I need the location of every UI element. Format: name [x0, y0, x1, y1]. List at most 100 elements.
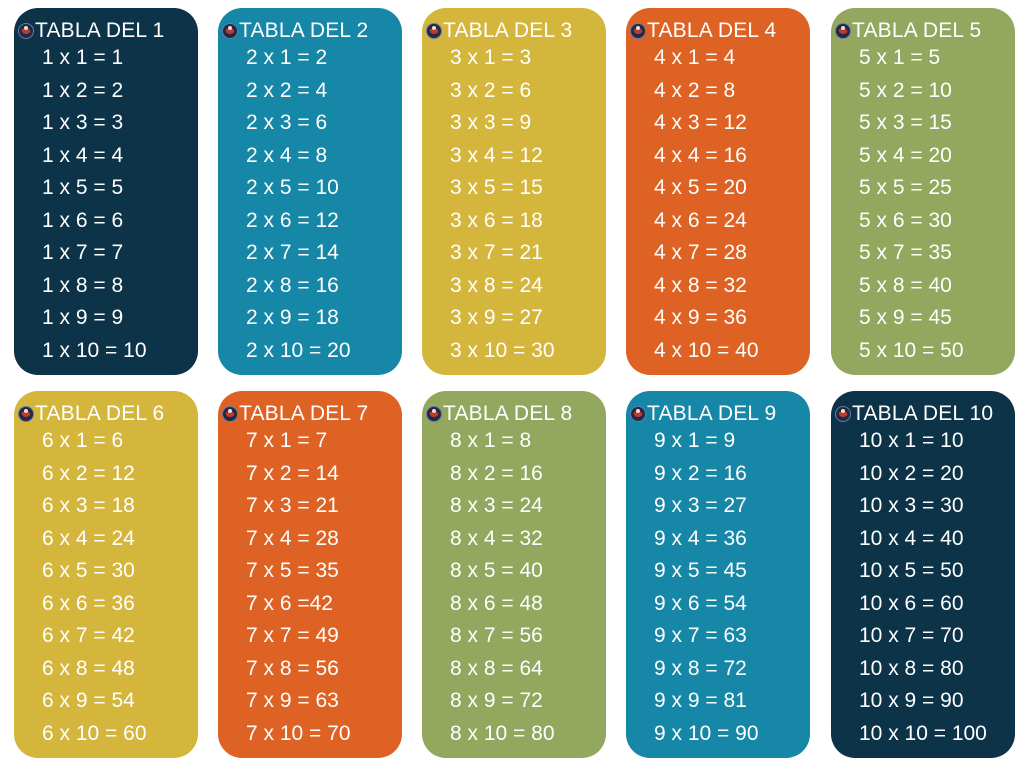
table-row: 3 x 2 = 6: [450, 78, 532, 102]
table-row: 9 x 6 = 54: [654, 591, 747, 615]
table-row: 10 x 4 = 40: [859, 526, 964, 550]
table-row: 6 x 6 = 36: [42, 591, 135, 615]
table-row: 10 x 9 = 90: [859, 689, 964, 712]
logo-badge-icon: [222, 406, 238, 422]
table-row: 6 x 10 = 60: [42, 721, 147, 745]
table-title: TABLA DEL 3: [443, 19, 573, 42]
table-title: TABLA DEL 9: [647, 402, 777, 425]
table-row: 2 x 3 = 6: [246, 111, 328, 134]
table-rows: 3 x 1 = 3 3 x 2 = 6 3 x 3 = 9 3 x 4 = 12 3 x…: [450, 42, 555, 367]
table-row: 7 x 1 = 7: [246, 429, 328, 452]
table-row: 5 x 8 = 40: [859, 273, 952, 297]
table-row: 9 x 8 = 72: [654, 656, 747, 680]
table-row: 4 x 4 = 16: [654, 143, 747, 167]
table-row: 8 x 4 = 32: [450, 526, 543, 550]
table-row: 1 x 10 = 10: [42, 338, 147, 362]
table-row: 2 x 2 = 4: [246, 78, 328, 102]
table-row: 7 x 7 = 49: [246, 624, 339, 647]
card-header: TABLA DEL 9: [630, 399, 776, 429]
table-row: 10 x 1 = 10: [859, 429, 964, 452]
table-row: 9 x 3 = 27: [654, 494, 747, 517]
table-row: 1 x 3 = 3: [42, 111, 124, 134]
card-header: TABLA DEL 6: [18, 399, 164, 429]
table-row: 3 x 8 = 24: [450, 273, 543, 297]
table-row: 1 x 2 = 2: [42, 78, 124, 102]
table-row: 10 x 2 = 20: [859, 461, 964, 485]
table-card-6: TABLA DEL 6 6 x 1 = 6 6 x 2 = 12 6 x 3 = 18…: [14, 391, 198, 758]
table-card-10: TABLA DEL 10 10 x 1 = 10 10 x 2 = 20 10 x 3…: [831, 391, 1015, 758]
table-rows: 4 x 1 = 4 4 x 2 = 8 4 x 3 = 12 4 x 4 = 16 4 …: [654, 42, 759, 367]
table-row: 5 x 3 = 15: [859, 111, 952, 134]
table-row: 7 x 5 = 35: [246, 559, 339, 582]
table-row: 8 x 6 = 48: [450, 591, 543, 615]
table-row: 6 x 2 = 12: [42, 461, 135, 485]
table-title: TABLA DEL 5: [852, 19, 982, 42]
table-row: 2 x 5 = 10: [246, 176, 339, 199]
table-row: 2 x 1 = 2: [246, 46, 328, 69]
table-row: 3 x 3 = 9: [450, 111, 532, 134]
table-row: 2 x 6 = 12: [246, 208, 339, 232]
table-row: 7 x 8 = 56: [246, 656, 339, 680]
table-card-7: TABLA DEL 7 7 x 1 = 7 7 x 2 = 14 7 x 3 = 21…: [218, 391, 402, 758]
table-row: 4 x 6 = 24: [654, 208, 747, 232]
logo-badge-icon: [18, 23, 34, 39]
card-header: TABLA DEL 8: [426, 399, 572, 429]
table-rows: 2 x 1 = 2 2 x 2 = 4 2 x 3 = 6 2 x 4 = 8 2 x …: [246, 42, 351, 367]
table-title: TABLA DEL 10: [852, 402, 994, 425]
table-row: 4 x 2 = 8: [654, 78, 736, 102]
logo-badge-icon: [222, 23, 238, 39]
table-row: 8 x 8 = 64: [450, 656, 543, 680]
table-row: 9 x 4 = 36: [654, 526, 747, 550]
table-row: 7 x 2 = 14: [246, 461, 339, 485]
table-row: 1 x 1 = 1: [42, 46, 124, 69]
table-row: 10 x 7 = 70: [859, 624, 964, 647]
card-header: TABLA DEL 7: [222, 399, 368, 429]
table-row: 4 x 3 = 12: [654, 111, 747, 134]
table-title: TABLA DEL 6: [35, 402, 165, 425]
table-row: 5 x 1 = 5: [859, 46, 941, 69]
table-row: 1 x 5 = 5: [42, 176, 124, 199]
table-row: 3 x 5 = 15: [450, 176, 543, 199]
table-rows: 1 x 1 = 1 1 x 2 = 2 1 x 3 = 3 1 x 4 = 4 1 x …: [42, 42, 147, 367]
table-row: 7 x 4 = 28: [246, 526, 339, 550]
table-row: 9 x 9 = 81: [654, 689, 747, 712]
logo-badge-icon: [835, 406, 851, 422]
table-title: TABLA DEL 4: [647, 19, 777, 42]
table-rows: 9 x 1 = 9 9 x 2 = 16 9 x 3 = 27 9 x 4 = 36 9…: [654, 425, 759, 750]
table-row: 8 x 10 = 80: [450, 721, 555, 745]
logo-badge-icon: [18, 406, 34, 422]
table-row: 8 x 1 = 8: [450, 429, 532, 452]
card-header: TABLA DEL 3: [426, 16, 572, 46]
table-row: 4 x 1 = 4: [654, 46, 736, 69]
table-row: 4 x 9 = 36: [654, 306, 747, 329]
table-row: 3 x 7 = 21: [450, 241, 543, 264]
table-row: 4 x 8 = 32: [654, 273, 747, 297]
table-row: 4 x 7 = 28: [654, 241, 747, 264]
table-row: 6 x 8 = 48: [42, 656, 135, 680]
table-row: 2 x 4 = 8: [246, 143, 328, 167]
table-row: 6 x 3 = 18: [42, 494, 135, 517]
table-row: 5 x 6 = 30: [859, 208, 952, 232]
table-row: 10 x 3 = 30: [859, 494, 964, 517]
table-rows: 6 x 1 = 6 6 x 2 = 12 6 x 3 = 18 6 x 4 = 24 6…: [42, 425, 147, 750]
table-title: TABLA DEL 2: [239, 19, 369, 42]
table-row: 1 x 8 = 8: [42, 273, 124, 297]
table-row: 3 x 6 = 18: [450, 208, 543, 232]
table-row: 6 x 1 = 6: [42, 429, 124, 452]
table-row: 1 x 6 = 6: [42, 208, 124, 232]
table-row: 9 x 2 = 16: [654, 461, 747, 485]
table-row: 8 x 2 = 16: [450, 461, 543, 485]
table-row: 5 x 2 = 10: [859, 78, 952, 102]
logo-badge-icon: [630, 406, 646, 422]
table-card-5: TABLA DEL 5 5 x 1 = 5 5 x 2 = 10 5 x 3 = 15…: [831, 8, 1015, 375]
table-row: 2 x 8 = 16: [246, 273, 339, 297]
table-row: 2 x 10 = 20: [246, 338, 351, 362]
card-header: TABLA DEL 10: [835, 399, 993, 429]
table-row: 9 x 5 = 45: [654, 559, 747, 582]
table-row: 4 x 10 = 40: [654, 338, 759, 362]
table-rows: 8 x 1 = 8 8 x 2 = 16 8 x 3 = 24 8 x 4 = 32 8…: [450, 425, 555, 750]
table-row: 6 x 4 = 24: [42, 526, 135, 550]
table-rows: 10 x 1 = 10 10 x 2 = 20 10 x 3 = 30 10 x 4 …: [859, 425, 987, 750]
